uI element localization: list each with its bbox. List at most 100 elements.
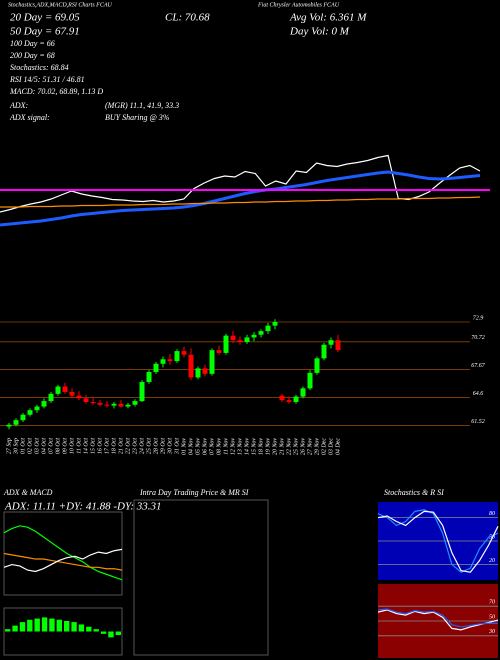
x-tick-label: 30 Sep	[13, 438, 19, 455]
candle-body	[279, 395, 285, 401]
annotation: Stochastics: 68.84	[10, 63, 69, 72]
bar	[78, 624, 85, 632]
bar	[5, 629, 11, 632]
bar	[64, 620, 70, 632]
candle-body	[13, 420, 19, 425]
candle-body	[6, 424, 12, 427]
x-tick-label: 11 Oct	[76, 438, 82, 454]
candle-body	[146, 372, 152, 382]
series-line	[0, 196, 481, 208]
annotation: CL: 70.68	[165, 12, 210, 24]
candle-body	[118, 403, 124, 407]
legend-text: ADX: 11.11 +DY: 41.88 -DY: 33.31	[4, 501, 162, 513]
panel-title: Intra Day Trading Price & MR SI	[139, 488, 249, 497]
candle-body	[125, 404, 131, 407]
candle-body	[237, 340, 243, 342]
candle-body	[132, 401, 138, 405]
x-tick-label: 18 Oct	[111, 438, 117, 454]
x-tick-label: 21 Nov	[279, 438, 285, 456]
series-line	[377, 510, 499, 573]
y-tick-label: 64.6	[473, 390, 484, 397]
annotation: (MGR) 11.1, 41.9, 33.3	[105, 101, 179, 110]
bar	[56, 619, 62, 632]
candle-body	[328, 340, 334, 345]
candle-body	[258, 331, 264, 335]
candle-body	[230, 335, 236, 341]
candle-body	[293, 396, 299, 402]
candle-body	[153, 363, 159, 372]
candle-body	[97, 402, 103, 405]
bar	[115, 631, 121, 636]
x-tick-label: 24 Oct	[138, 438, 145, 454]
bar	[27, 619, 33, 632]
x-tick-label: 07 Nov	[209, 438, 215, 456]
panel-title: Stochastics,ADX,MACD,RSI Charts FCAU	[8, 2, 112, 8]
candle-body	[20, 414, 26, 421]
panel-title: Stochastics & R SI	[384, 488, 444, 497]
x-tick-label: 11 Nov	[223, 438, 229, 455]
x-tick-label: 03 Dec	[328, 438, 334, 455]
candle-body	[69, 392, 75, 396]
x-tick-label: 22 Nov	[286, 438, 292, 456]
x-tick-label: 12 Nov	[230, 438, 236, 456]
x-tick-label: 02 Oct	[27, 438, 33, 454]
x-tick-label: 03 Oct	[34, 438, 40, 454]
series-line	[377, 509, 499, 573]
candle-body	[209, 350, 215, 374]
candle-body	[251, 334, 257, 338]
x-tick-label: 08 Nov	[216, 438, 222, 456]
x-tick-label: 04 Nov	[187, 438, 194, 456]
x-tick-label: 23 Oct	[132, 438, 138, 454]
x-tick-label: 15 Oct	[90, 438, 96, 454]
chart-subtitle: Fiat Chrysler Automobiles FCAU	[257, 2, 340, 8]
series-line	[3, 525, 123, 581]
annotation: ADX:	[9, 101, 29, 110]
candle-body	[34, 406, 40, 411]
candle-body	[62, 386, 68, 392]
x-tick-label: 04 Dec	[334, 438, 341, 455]
candle-body	[300, 388, 306, 397]
candle-body	[181, 351, 187, 355]
annotation: Avg Vol: 6.361 M	[289, 12, 367, 24]
series-line	[3, 548, 123, 573]
x-tick-label: 30 Oct	[167, 438, 173, 455]
candle-body	[286, 400, 292, 402]
annotation: ADX signal:	[9, 113, 50, 122]
x-tick-label: 27 Nov	[307, 438, 313, 456]
candle-body	[48, 393, 54, 402]
candle-body	[104, 404, 110, 406]
candle-body	[335, 340, 341, 351]
annotation: BUY Sharing @ 3%	[105, 113, 170, 122]
candle-body	[76, 395, 82, 399]
candle-body	[27, 410, 33, 415]
series-line	[0, 170, 481, 227]
bar	[108, 631, 114, 638]
x-tick-label: 21 Oct	[118, 438, 124, 454]
candle-body	[55, 386, 61, 394]
panel-frame	[3, 607, 123, 656]
series-line	[377, 608, 499, 628]
x-tick-label: 08 Oct	[55, 438, 61, 454]
candle-body	[307, 372, 313, 389]
panel-title: ADX & MACD	[3, 488, 53, 497]
bar	[100, 631, 107, 634]
x-tick-label: 29 Nov	[314, 438, 320, 456]
y-tick-label: 70.72	[471, 335, 485, 341]
candle-body	[216, 350, 222, 353]
candle-body	[83, 398, 89, 402]
x-tick-label: 01 Oct	[20, 438, 26, 454]
x-tick-label: 18 Nov	[258, 438, 264, 456]
candle-body	[41, 401, 47, 407]
candle-body	[90, 402, 96, 403]
y-tick-label: 30	[488, 629, 495, 635]
annotation: 20 Day = 69.05	[10, 12, 80, 24]
x-tick-label: 13 Nov	[237, 438, 243, 456]
bar	[19, 622, 26, 632]
y-tick-label: 20	[489, 558, 495, 564]
series-line	[3, 552, 123, 571]
x-tick-label: 10 Oct	[69, 438, 75, 454]
x-tick-label: 16 Oct	[97, 438, 103, 454]
x-tick-label: 27 Sep	[6, 438, 12, 454]
candle-body	[244, 337, 250, 342]
